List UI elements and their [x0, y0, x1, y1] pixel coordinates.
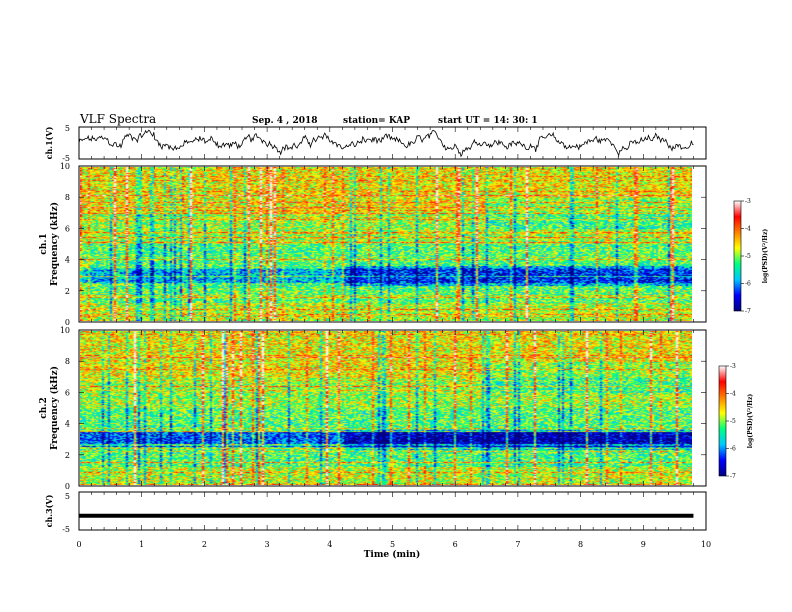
- ch1-ytick-bottom: -5: [62, 154, 70, 163]
- x-tick-label: 4: [327, 540, 332, 549]
- x-tick-label: 2: [202, 540, 207, 549]
- figure-title: VLF Spectra: [79, 112, 156, 126]
- y-tick-label: 2: [65, 451, 70, 460]
- x-tick-label: 9: [641, 540, 646, 549]
- ch2-colorbar: -3 -4 -5 -6 -7 log(PSD)(V²/Hz): [718, 363, 754, 480]
- ch3-ytick-bottom: -5: [62, 525, 70, 534]
- ch3-waveform-ylabel: ch.3(V): [44, 494, 54, 527]
- ch2-spectrogram-image: [80, 331, 692, 485]
- ch1-spectrogram-image: [80, 167, 692, 321]
- ch1-colorbar-label: log(PSD)(V²/Hz): [762, 229, 769, 284]
- y-tick-label: 8: [65, 193, 70, 202]
- date-label: Sep. 4 , 2018: [252, 116, 318, 126]
- y-tick-label: 6: [65, 224, 70, 233]
- station-label: station= KAP: [343, 116, 410, 126]
- ch1-spectrogram-ylabel-channel: ch.1: [39, 233, 49, 254]
- colorbar-tick-label: -5: [745, 253, 751, 260]
- ch1-ytick-top: 5: [65, 124, 70, 133]
- x-tick-label: 10: [701, 540, 711, 549]
- ch1-waveform-panel: 5 -5 ch.1(V): [44, 124, 707, 163]
- y-tick-label: 0: [65, 482, 70, 491]
- x-tick-label: 0: [76, 540, 81, 549]
- colorbar-tick-label: -3: [745, 198, 751, 205]
- ch1-waveform-line: [78, 129, 694, 158]
- ch1-colorbar: -3 -4 -5 -6 -7 log(PSD)(V²/Hz): [733, 198, 769, 315]
- y-tick-label: 10: [60, 326, 70, 335]
- colorbar-tick-label: -4: [745, 226, 751, 233]
- ch1-waveform-ylabel: ch.1(V): [44, 126, 54, 159]
- y-tick-label: 10: [60, 162, 70, 171]
- y-tick-label: 8: [65, 357, 70, 366]
- ch2-spectrogram-panel: 0 2 4 6 8 10 ch.2 Frequency (kHz): [39, 326, 707, 491]
- ch2-spectrogram-ylabel-channel: ch.2: [39, 397, 49, 418]
- x-axis-label: Time (min): [364, 549, 421, 560]
- ch2-spectrogram-ylabel-frequency: Frequency (kHz): [49, 366, 60, 450]
- colorbar-tick-label: -6: [730, 446, 736, 453]
- x-tick-label: 5: [390, 540, 395, 549]
- y-tick-label: 4: [65, 256, 70, 265]
- start-time-label: start UT = 14: 30: 1: [438, 116, 538, 126]
- x-tick-label: 6: [453, 540, 458, 549]
- y-tick-label: 2: [65, 287, 70, 296]
- ch2-colorbar-label: log(PSD)(V²/Hz): [747, 394, 754, 449]
- colorbar-tick-label: -7: [745, 308, 751, 315]
- colorbar-tick-label: -5: [730, 418, 736, 425]
- y-tick-label: 0: [65, 318, 70, 327]
- colorbar-tick-label: -3: [730, 363, 736, 370]
- y-tick-label: 4: [65, 420, 70, 429]
- ch3-waveform-panel: 5 -5 ch.3(V): [44, 491, 707, 534]
- x-tick-label: 3: [265, 540, 270, 549]
- ch1-spectrogram-ylabel-frequency: Frequency (kHz): [49, 202, 60, 286]
- x-tick-label: 8: [578, 540, 583, 549]
- ch3-ytick-top: 5: [65, 492, 70, 501]
- x-tick-label: 7: [515, 540, 520, 549]
- colorbar-tick-label: -7: [730, 473, 736, 480]
- x-tick-label: 1: [139, 540, 144, 549]
- colorbar-tick-label: -4: [730, 391, 736, 398]
- colorbar-tick-label: -6: [745, 281, 751, 288]
- ch1-spectrogram-panel: 0 2 4 6 8 10 ch.1 Frequency (kHz): [39, 162, 707, 327]
- y-tick-label: 6: [65, 388, 70, 397]
